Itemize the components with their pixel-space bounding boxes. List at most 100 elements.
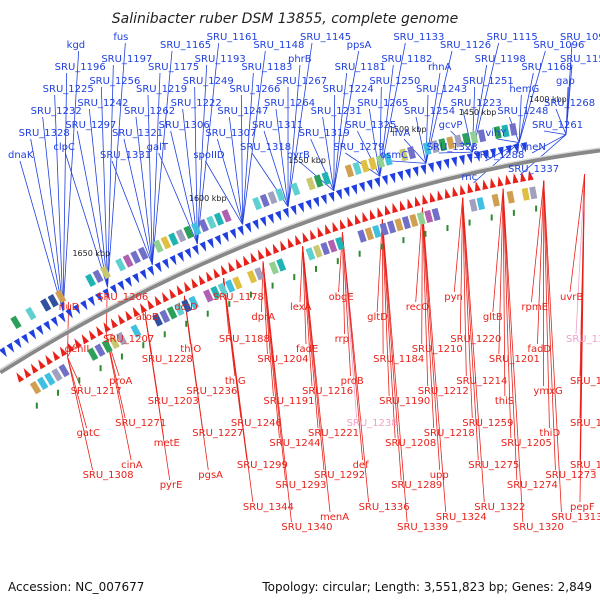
reverse-label-connector [223, 277, 254, 503]
forward-gene-arrow [274, 210, 282, 222]
reverse-gene-label: recO [406, 302, 430, 313]
forward-label-connector [391, 160, 427, 164]
reverse-gene-label: SRU_1324 [436, 512, 487, 523]
reverse-label-connector [543, 180, 562, 513]
cog-feature-block [394, 218, 404, 232]
forward-gene-label: SRU_1224 [323, 84, 374, 95]
forward-gene-label: SRU_1159 [560, 54, 600, 65]
forward-label-connector [472, 42, 500, 153]
forward-label-connector [287, 64, 301, 207]
gc-marker [512, 209, 515, 216]
forward-gene-label: SRU_1264 [264, 98, 315, 109]
cog-feature-block [29, 380, 42, 395]
forward-gene-arrow [482, 149, 489, 161]
cog-feature-block [58, 363, 70, 378]
forward-gene-arrow [328, 191, 335, 203]
reverse-gene-label: pgsA [198, 470, 223, 481]
forward-gene-arrow [252, 219, 259, 230]
reverse-gene-label: thiD [539, 428, 560, 439]
forward-label-connector [151, 50, 173, 265]
reverse-gene-arrow [414, 196, 421, 207]
forward-gene-arrow [169, 255, 177, 266]
forward-gene-arrow [505, 145, 512, 156]
forward-gene-arrow [184, 248, 192, 259]
cog-feature-block [364, 227, 375, 241]
cog-feature-block [469, 198, 478, 212]
forward-gene-arrow [335, 189, 342, 200]
forward-gene-label: SRU_1168 [521, 62, 572, 73]
reverse-gene-arrow [280, 240, 287, 252]
reverse-gene-arrow [332, 221, 339, 233]
reverse-gene-arrow [437, 190, 444, 201]
gc-marker [57, 389, 60, 396]
forward-gene-arrow [132, 273, 140, 284]
forward-gene-label: SRU_1311 [252, 120, 303, 131]
cog-feature-block [168, 232, 179, 246]
cog-feature-block [183, 225, 194, 239]
forward-label-connector [107, 42, 126, 288]
reverse-gene-label: SRU_1274 [507, 480, 558, 491]
cog-feature-block [461, 132, 471, 146]
forward-gene-arrow [381, 174, 388, 186]
cog-feature-block [372, 224, 382, 239]
forward-label-connector [473, 142, 520, 184]
forward-label-connector [62, 72, 68, 312]
reverse-gene-label: def [353, 460, 370, 471]
reverse-gene-arrow [67, 342, 75, 353]
reverse-gene-arrow [198, 274, 206, 286]
forward-gene-label: SRU_1297 [65, 120, 116, 131]
reverse-label-connector [302, 246, 307, 345]
forward-label-connector [519, 134, 567, 176]
reverse-gene-arrow [81, 334, 90, 345]
scale-tick-label: 1650 kbp [72, 249, 110, 258]
forward-gene-label: gcvP [439, 120, 463, 131]
forward-gene-arrow [320, 194, 327, 205]
forward-label-connector [147, 94, 153, 265]
reverse-gene-arrow [125, 310, 133, 321]
cog-feature-block [181, 299, 192, 313]
reverse-gene-label: rluD [59, 302, 80, 313]
cog-feature-block [306, 177, 316, 191]
reverse-label-connector [183, 295, 209, 471]
cog-feature-block [431, 207, 441, 222]
reverse-gene-arrow [362, 211, 369, 223]
reverse-gene-label: SRU_1201 [489, 354, 540, 365]
cog-feature-block [108, 335, 120, 350]
forward-label-connector [403, 138, 427, 164]
reverse-gene-arrow [147, 299, 155, 310]
reverse-label-connector [575, 174, 585, 335]
cog-feature-block [267, 190, 278, 205]
forward-label-connector [182, 108, 198, 244]
forward-gene-label: kgd [67, 40, 86, 51]
forward-gene-arrow [259, 216, 267, 227]
cog-feature-block [509, 122, 518, 136]
forward-gene-arrow [222, 231, 229, 243]
forward-gene-arrow [267, 213, 274, 224]
forward-label-connector [240, 94, 243, 225]
forward-gene-arrow [229, 228, 237, 239]
reverse-gene-arrow [272, 243, 280, 254]
reverse-label-connector [579, 174, 585, 503]
reverse-gene-arrow [16, 372, 25, 383]
cog-feature-block [409, 213, 419, 228]
gc-marker [271, 282, 274, 289]
cog-feature-block [203, 289, 214, 303]
cog-feature-block [352, 161, 362, 176]
reverse-gene-label: pyrE [160, 480, 183, 491]
forward-label-connector [135, 116, 153, 265]
scale-tick-label: 1450 kbp [459, 108, 497, 117]
scale-tick-label: 1500 kbp [389, 125, 427, 134]
reverse-gene-label: dehII [65, 344, 90, 355]
reverse-gene-label: SRU_1293 [275, 480, 326, 491]
reverse-label-connector [302, 246, 313, 387]
forward-gene-arrow [80, 300, 88, 311]
cog-feature-block [416, 211, 426, 226]
forward-gene-label: SRU_1319 [299, 128, 350, 139]
reverse-gene-arrow [184, 281, 192, 292]
cog-feature-block [386, 220, 397, 234]
reverse-gene-arrow [467, 182, 474, 194]
reverse-gene-arrow [110, 318, 119, 329]
reverse-label-connector [381, 219, 390, 397]
forward-gene-label: SRU_1182 [381, 54, 432, 65]
reverse-gene-label: SRU_1207 [103, 334, 154, 345]
